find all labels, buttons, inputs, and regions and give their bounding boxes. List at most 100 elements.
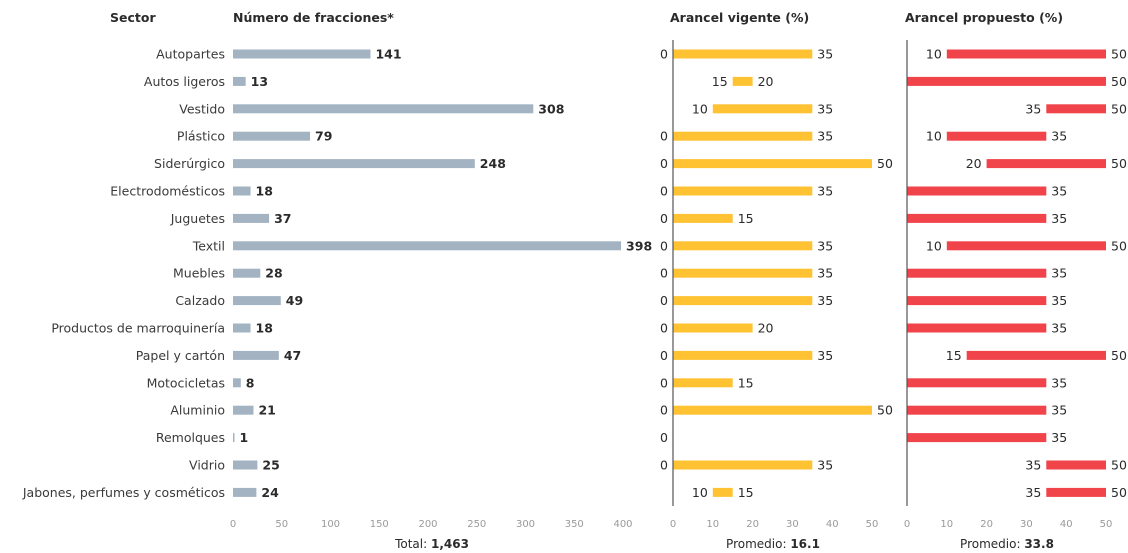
vigente-bar [673, 49, 813, 59]
footer-propuesto: Promedio: 33.8 [960, 537, 1054, 551]
propuesto-high-label: 35 [1051, 211, 1067, 226]
fracciones-value-label: 398 [626, 238, 652, 253]
fracciones-value-label: 24 [261, 485, 279, 500]
vigente-high-label: 35 [817, 129, 833, 144]
sector-label: Vidrio [189, 458, 225, 473]
vigente-bar [673, 131, 813, 141]
sector-label: Calzado [175, 293, 225, 308]
propuesto-bar [946, 131, 1047, 141]
sector-label: Autos ligeros [144, 74, 225, 89]
header-sector: Sector [110, 10, 156, 25]
vigente-high-label: 35 [817, 238, 833, 253]
fracciones-value-label: 37 [274, 211, 291, 226]
propuesto-high-label: 50 [1111, 458, 1127, 473]
propuesto-bar [907, 433, 1047, 443]
fracciones-tick-label: 300 [516, 519, 535, 530]
propuesto-low-label: 10 [926, 47, 942, 62]
vigente-high-label: 20 [758, 321, 774, 336]
vigente-high-label: 35 [817, 266, 833, 281]
vigente-high-label: 35 [817, 47, 833, 62]
vigente-tick-label: 40 [826, 519, 839, 530]
vigente-tick-label: 50 [866, 519, 879, 530]
fracciones-bar [233, 350, 279, 360]
vigente-high-label: 35 [817, 184, 833, 199]
fracciones-tick-label: 350 [565, 519, 584, 530]
propuesto-high-label: 35 [1051, 184, 1067, 199]
propuesto-bar [1046, 460, 1106, 470]
vigente-low-label: 0 [660, 430, 668, 445]
sector-label: Muebles [173, 266, 225, 281]
propuesto-tick-label: 0 [904, 519, 910, 530]
sector-label: Siderúrgico [154, 156, 225, 171]
vigente-bar [673, 159, 872, 169]
vigente-bar [712, 487, 733, 497]
vigente-tick-label: 30 [786, 519, 799, 530]
sector-label: Vestido [179, 101, 225, 116]
vigente-bar [673, 460, 813, 470]
propuesto-low-label: 20 [966, 156, 982, 171]
fracciones-value-label: 25 [262, 458, 279, 473]
propuesto-bar [907, 76, 1106, 86]
sector-label: Papel y cartón [136, 348, 225, 363]
fracciones-value-label: 18 [256, 184, 273, 199]
sector-label: Remolques [156, 430, 225, 445]
footer-total: Total: 1,463 [394, 537, 469, 551]
fracciones-tick-label: 250 [467, 519, 486, 530]
vigente-bar [673, 296, 813, 306]
footer-vigente-label: Promedio: [726, 537, 786, 551]
fracciones-tick-label: 100 [321, 519, 340, 530]
propuesto-high-label: 50 [1111, 238, 1127, 253]
vigente-low-label: 0 [660, 211, 668, 226]
vigente-high-label: 35 [817, 293, 833, 308]
propuesto-bar [907, 268, 1047, 278]
propuesto-bar [907, 378, 1047, 388]
vigente-bar [673, 323, 753, 333]
propuesto-high-label: 35 [1051, 266, 1067, 281]
fracciones-value-label: 21 [258, 403, 275, 418]
propuesto-tick-label: 40 [1060, 519, 1073, 530]
propuesto-high-label: 50 [1111, 348, 1127, 363]
header-fracciones: Número de fracciones* [233, 10, 394, 25]
vigente-bar [673, 405, 872, 415]
sector-label: Aluminio [170, 403, 225, 418]
fracciones-bar [233, 131, 311, 141]
vigente-high-label: 15 [738, 211, 754, 226]
fracciones-value-label: 18 [256, 321, 273, 336]
propuesto-bar [907, 323, 1047, 333]
vigente-high-label: 15 [738, 375, 754, 390]
fracciones-bar [233, 487, 257, 497]
propuesto-high-label: 50 [1111, 47, 1127, 62]
vigente-low-label: 0 [660, 293, 668, 308]
vigente-low-label: 0 [660, 458, 668, 473]
footer-vigente-value: 16.1 [790, 537, 820, 551]
propuesto-tick-label: 30 [1020, 519, 1033, 530]
vigente-low-label: 0 [660, 348, 668, 363]
vigente-low-label: 0 [660, 238, 668, 253]
propuesto-tick-label: 10 [940, 519, 953, 530]
vigente-tick-label: 20 [746, 519, 759, 530]
footer-propuesto-label: Promedio: [960, 537, 1020, 551]
propuesto-bar [907, 213, 1047, 223]
header-vigente: Arancel vigente (%) [670, 10, 809, 25]
propuesto-high-label: 50 [1111, 156, 1127, 171]
fracciones-value-label: 8 [246, 375, 255, 390]
propuesto-bar [907, 186, 1047, 196]
fracciones-bar [233, 296, 281, 306]
fracciones-bar [233, 104, 534, 114]
vigente-high-label: 50 [877, 403, 893, 418]
propuesto-high-label: 35 [1051, 430, 1067, 445]
fracciones-tick-label: 50 [275, 519, 288, 530]
fracciones-value-label: 248 [480, 156, 506, 171]
vigente-panel: 0 35 15 20 10 35 0 35 0 50 0 35 0 15 0 35 0 35 0 35 0 20 0 35 0 1… [660, 47, 893, 531]
footer-total-label: Total: [394, 537, 427, 551]
footer-propuesto-value: 33.8 [1024, 537, 1054, 551]
vigente-low-label: 10 [692, 101, 708, 116]
sector-label: Plástico [177, 129, 225, 144]
propuesto-high-label: 35 [1051, 293, 1067, 308]
propuesto-low-label: 15 [946, 348, 962, 363]
propuesto-low-label: 35 [1025, 458, 1041, 473]
vigente-high-label: 35 [817, 458, 833, 473]
propuesto-bar [986, 159, 1106, 169]
propuesto-low-label: 10 [926, 129, 942, 144]
